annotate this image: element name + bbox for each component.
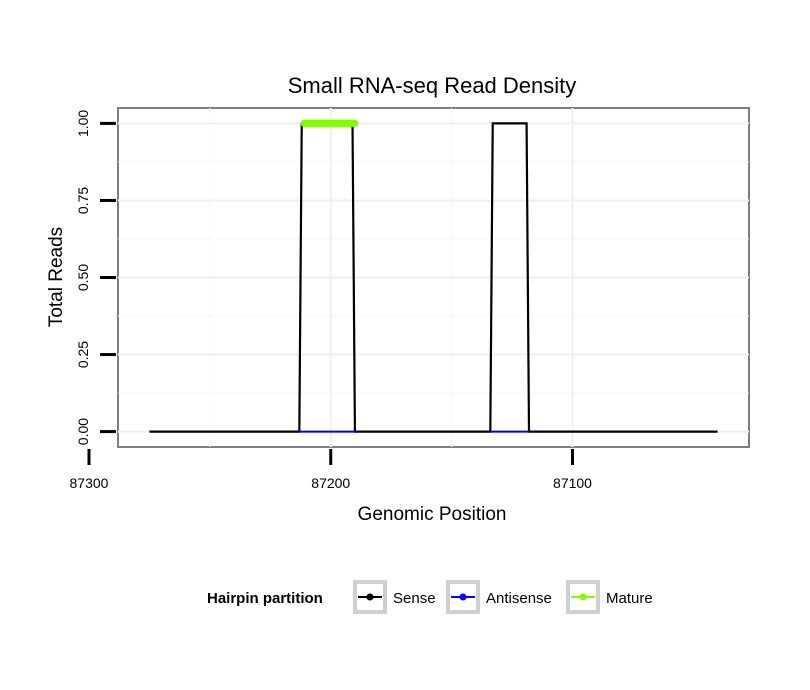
- legend-entry-antisense: Antisense: [446, 580, 552, 614]
- legend-entry-sense: Sense: [353, 580, 436, 614]
- y-tick-label: 0.00: [75, 418, 91, 445]
- legend-label: Mature: [606, 590, 653, 607]
- x-tick-label: 87100: [553, 475, 592, 491]
- y-tick-label: 0.50: [75, 264, 91, 291]
- x-tick-label: 87200: [311, 475, 350, 491]
- series-layer: [149, 119, 718, 433]
- legend-label: Sense: [393, 590, 436, 607]
- legend-key-point: [579, 593, 587, 601]
- series-sense-line: [149, 122, 718, 433]
- chart-title: Small RNA-seq Read Density: [288, 73, 577, 98]
- legend-key-point: [366, 593, 374, 601]
- legend-key-box: [566, 580, 600, 614]
- x-tick-label: 87300: [70, 475, 109, 491]
- legend-key-point: [459, 593, 467, 601]
- y-tick-label: 0.25: [75, 341, 91, 368]
- y-axis-title: Total Reads: [46, 227, 67, 327]
- x-axis: 87300 87200 87100: [70, 449, 592, 491]
- y-axis: 0.00 0.25 0.50 0.75 1.00: [75, 110, 116, 445]
- legend-label: Antisense: [486, 590, 552, 607]
- legend-title: Hairpin partition: [207, 590, 323, 607]
- y-tick-label: 1.00: [75, 110, 91, 137]
- y-tick-label: 0.75: [75, 187, 91, 214]
- x-axis-title: Genomic Position: [358, 504, 507, 525]
- legend: Hairpin partition Sense Antisense Mature: [207, 580, 653, 614]
- legend-entry-mature: Mature: [566, 580, 653, 614]
